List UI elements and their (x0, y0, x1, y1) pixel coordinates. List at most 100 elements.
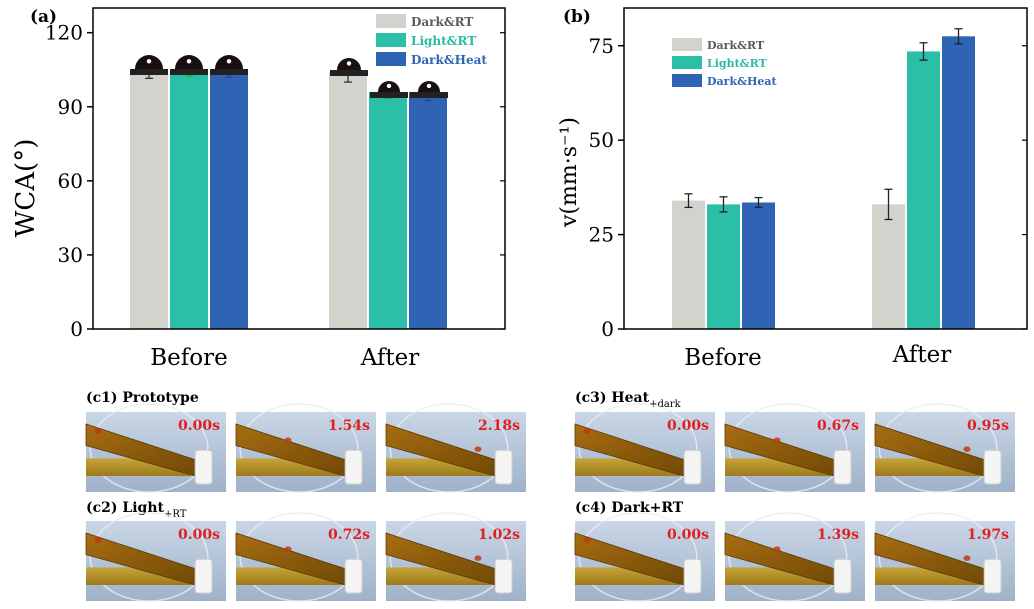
wca-y-axis-label: WCA(°) (11, 139, 41, 238)
droplet-images (130, 55, 448, 98)
y-tick-label: 0 (601, 317, 614, 341)
droplet-thumbnail (330, 58, 368, 76)
y-tick-label: 120 (45, 21, 83, 45)
time-stamp: 1.54s (328, 418, 370, 434)
droplet-thumbnail (370, 81, 408, 98)
bar-light-rt-before (707, 204, 740, 329)
droplet (474, 446, 482, 453)
photo-panel-c1-label: (c1) Prototype (86, 390, 199, 406)
y-tick-label: 25 (589, 223, 614, 247)
legend-swatch-dark-rt (672, 38, 702, 51)
y-tick-label: 60 (58, 169, 83, 193)
photo-frame: 0.00s (574, 512, 715, 602)
time-stamp: 0.95s (967, 418, 1009, 434)
photo-frame: 0.72s (235, 512, 376, 602)
photo-frame: 0.00s (574, 403, 715, 493)
velocity-legend: Dark&RT Light&RT Dark&Heat (672, 38, 778, 88)
legend-label-dark-rt: Dark&RT (707, 39, 765, 52)
velocity-y-ticks: 0 25 50 75 (589, 34, 1027, 341)
time-stamp: 1.39s (817, 527, 859, 543)
legend-swatch-dark-heat (376, 52, 406, 66)
panel-b-label: (b) (563, 7, 591, 27)
photo-sequences: (c1) Prototype (c2) Light+RT (c3) Heat+d… (85, 390, 1015, 602)
legend-swatch-dark-heat (672, 74, 702, 87)
panel-a-label: (a) (30, 7, 57, 27)
droplet-thumbnail (410, 81, 448, 98)
photo-frame: 1.54s (235, 403, 376, 493)
legend-swatch-light-rt (672, 56, 702, 69)
bar-dark-rt-after (329, 72, 367, 329)
y-tick-label: 0 (70, 317, 83, 341)
velocity-x-tick-after: After (892, 342, 952, 368)
legend-label-dark-heat: Dark&Heat (411, 53, 487, 67)
bar-light-rt-after (369, 91, 407, 329)
wca-legend: Dark&RT Light&RT Dark&Heat (376, 14, 487, 67)
time-stamp: 0.00s (178, 527, 220, 543)
wca-x-tick-after: After (360, 345, 420, 371)
time-stamp: 1.97s (967, 527, 1009, 543)
y-tick-label: 90 (58, 95, 83, 119)
time-stamp: 0.00s (178, 418, 220, 434)
photo-frame: 0.00s (85, 512, 226, 602)
bar-dark-rt-before (672, 200, 705, 329)
droplet (94, 428, 102, 435)
y-tick-label: 50 (589, 128, 614, 152)
photo-panel-c3-label: (c3) Heat+dark (575, 390, 682, 410)
time-stamp: 0.00s (667, 527, 709, 543)
wca-x-tick-before: Before (150, 345, 227, 371)
time-stamp: 0.00s (667, 418, 709, 434)
photo-frame: 0.00s (85, 403, 226, 493)
bar-dark-heat-after (942, 36, 975, 330)
velocity-bars (672, 36, 975, 330)
photo-frame: 0.67s (724, 403, 865, 493)
wca-y-ticks: 0 30 60 90 120 (45, 21, 505, 341)
photo-frame: 1.02s (385, 512, 526, 602)
legend-swatch-dark-rt (376, 14, 406, 28)
photo-frame: 0.95s (874, 403, 1015, 493)
velocity-x-tick-before: Before (684, 345, 761, 371)
y-tick-label: 30 (58, 243, 83, 267)
legend-label-light-rt: Light&RT (707, 57, 768, 70)
velocity-plot-frame (623, 7, 1028, 330)
velocity-error-bars (684, 28, 963, 221)
droplet-thumbnail (210, 55, 248, 75)
droplet (284, 437, 292, 444)
legend-label-dark-rt: Dark&RT (411, 15, 473, 29)
bar-dark-heat-before (742, 202, 775, 329)
droplet (773, 546, 781, 552)
droplet-thumbnail (130, 55, 168, 75)
wca-plot-frame (92, 7, 506, 330)
velocity-y-axis-label: v(mm·s⁻¹) (557, 117, 582, 228)
time-stamp: 2.18s (478, 418, 520, 434)
wca-chart: (a) WCA(°) 0 30 60 90 120 Before After Dark&… (11, 7, 506, 371)
droplet (474, 555, 482, 561)
bar-dark-heat-after (409, 91, 447, 329)
droplet (583, 537, 591, 543)
photo-frame: 1.39s (724, 512, 865, 602)
time-stamp: 1.02s (478, 527, 520, 543)
photo-panel-c2-label: (c2) Light+RT (86, 500, 187, 520)
droplet (963, 555, 971, 561)
photo-panel-c4-label: (c4) Dark+RT (575, 500, 684, 516)
bar-dark-rt-before (130, 69, 168, 329)
droplet-thumbnail (170, 55, 208, 75)
wca-bars (130, 69, 447, 329)
time-stamp: 0.72s (328, 527, 370, 543)
droplet (773, 437, 781, 444)
legend-label-dark-heat: Dark&Heat (707, 75, 778, 88)
y-tick-label: 75 (589, 34, 614, 58)
bar-dark-rt-after (872, 204, 905, 329)
droplet (284, 546, 292, 552)
legend-label-light-rt: Light&RT (411, 34, 476, 48)
bar-light-rt-before (170, 69, 208, 329)
velocity-chart: (b) v(mm·s⁻¹) 0 25 50 75 Before After Dark&… (557, 7, 1028, 371)
droplet (94, 537, 102, 543)
photo-frame: 2.18s (385, 403, 526, 493)
time-stamp: 0.67s (817, 418, 859, 434)
photo-frame: 1.97s (874, 512, 1015, 602)
droplet (963, 446, 971, 453)
droplet (583, 428, 591, 435)
bar-dark-heat-before (210, 69, 248, 329)
legend-swatch-light-rt (376, 33, 406, 47)
